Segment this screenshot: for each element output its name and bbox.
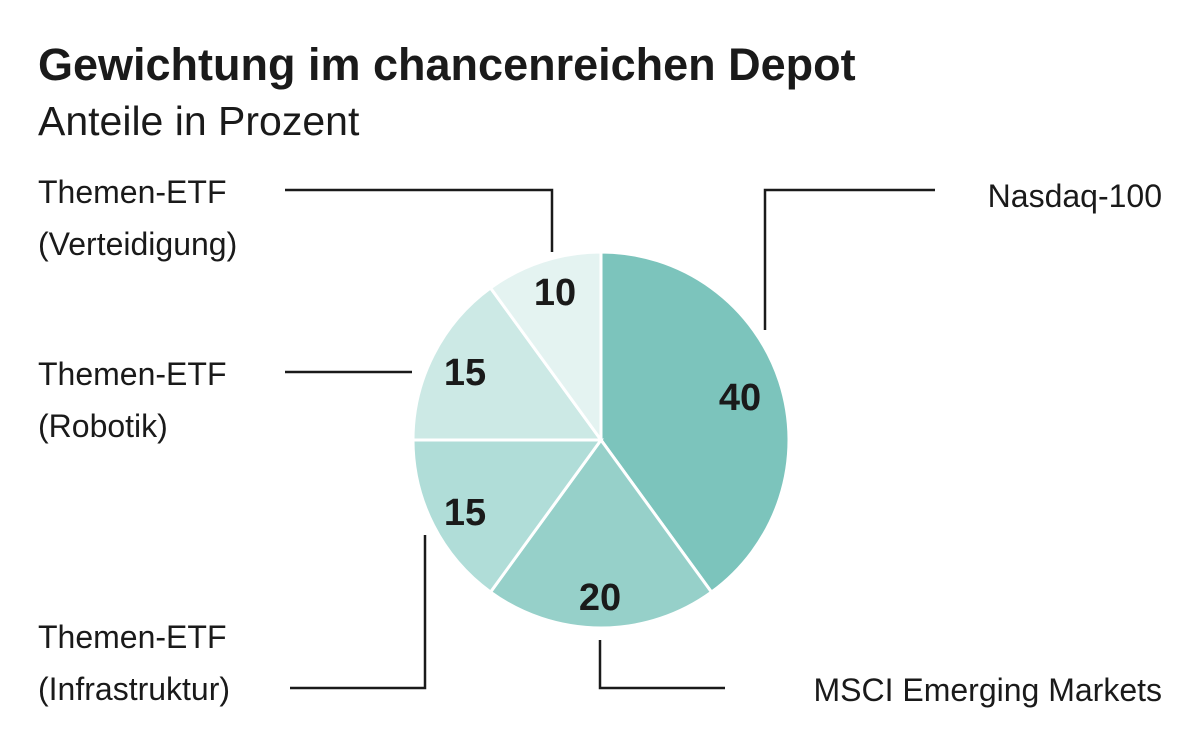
- slice-category-label: Themen-ETF (Infrastruktur): [38, 619, 230, 707]
- chart-subtitle: Anteile in Prozent: [38, 98, 360, 144]
- leader-line: [285, 188, 554, 252]
- pie-slice: [411, 438, 604, 595]
- slice-category-label: Themen-ETF (Verteidigung): [38, 174, 237, 262]
- pie-slice: [411, 285, 604, 442]
- slice-value-label: 20: [579, 577, 621, 619]
- slice-category-label: Themen-ETF (Robotik): [38, 356, 226, 444]
- slice-value-label: 15: [444, 492, 486, 534]
- slice-category-label: Nasdaq-100: [988, 178, 1162, 214]
- slice-value-label: 10: [534, 272, 576, 314]
- slice-category-label: MSCI Emerging Markets: [813, 672, 1162, 708]
- leader-line: [763, 188, 935, 330]
- slice-value-label: 15: [444, 352, 486, 394]
- chart-title: Gewichtung im chancenreichen Depot: [38, 39, 856, 90]
- pie-slice: [488, 437, 714, 630]
- slice-value-label: 40: [719, 377, 761, 419]
- pie-slice: [599, 250, 791, 595]
- leader-line: [290, 535, 427, 690]
- pie-slice: [488, 250, 603, 445]
- leader-line: [598, 640, 725, 690]
